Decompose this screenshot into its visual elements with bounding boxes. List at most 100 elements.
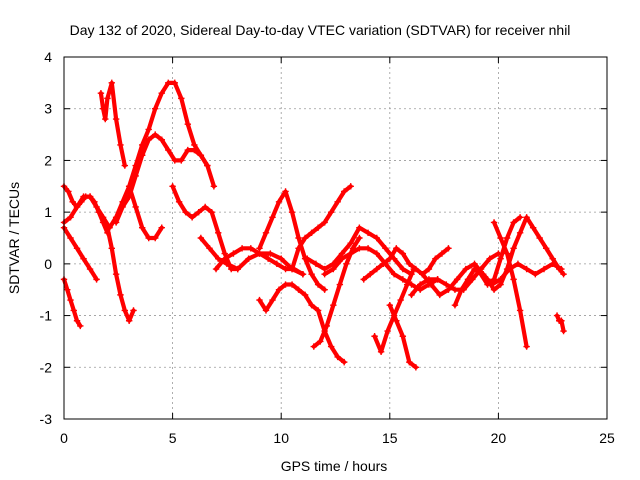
x-tick-label: 20 <box>491 430 507 446</box>
data-point <box>356 234 363 242</box>
data-point <box>204 162 211 169</box>
data-point <box>347 183 354 190</box>
data-point <box>112 271 120 278</box>
data-point <box>514 260 522 268</box>
data-point <box>497 255 504 262</box>
data-point <box>503 234 511 242</box>
data-point <box>138 152 146 159</box>
data-point <box>471 265 478 273</box>
plot-frame <box>63 56 608 420</box>
data-point <box>104 95 111 102</box>
data-point <box>195 208 202 216</box>
x-tick-label: 5 <box>169 430 177 446</box>
data-point <box>215 229 222 237</box>
data-point <box>93 276 100 283</box>
data-point <box>556 265 563 273</box>
data-point <box>399 265 407 273</box>
data-point <box>269 296 276 304</box>
data-point <box>503 265 511 273</box>
data-point <box>451 286 459 293</box>
series-track-8 <box>125 183 165 242</box>
data-point <box>117 291 124 299</box>
data-point <box>503 250 511 257</box>
data-point <box>91 198 98 205</box>
data-point <box>73 245 81 252</box>
data-point <box>490 219 498 226</box>
data-point <box>364 245 372 252</box>
data-point <box>125 183 133 190</box>
data-point <box>269 214 276 221</box>
data-point <box>210 183 218 190</box>
data-point <box>152 105 159 112</box>
axis-ticks <box>63 56 608 420</box>
data-point <box>382 245 389 252</box>
data-point <box>99 105 107 112</box>
series-track-12 <box>256 188 328 293</box>
data-point <box>178 157 185 164</box>
data-point <box>406 358 413 366</box>
data-point <box>523 343 530 350</box>
data-point <box>130 307 137 314</box>
data-point <box>125 317 133 324</box>
data-point <box>529 224 537 231</box>
data-point <box>443 281 450 288</box>
data-point <box>99 219 107 226</box>
data-point <box>434 276 441 283</box>
data-point <box>477 271 485 278</box>
data-point <box>560 271 567 278</box>
data-point <box>399 333 407 340</box>
data-point <box>299 271 307 278</box>
data-point <box>304 255 311 262</box>
series-line <box>114 132 216 225</box>
data-point <box>373 250 380 257</box>
data-point <box>67 214 74 221</box>
data-point <box>80 255 87 262</box>
data-point <box>510 245 517 252</box>
data-point <box>340 358 348 366</box>
data-point <box>419 271 426 278</box>
data-point <box>334 198 341 205</box>
data-point <box>321 271 328 278</box>
data-point <box>206 245 213 252</box>
data-point <box>267 250 274 257</box>
data-point <box>553 312 561 319</box>
data-point <box>310 343 317 350</box>
y-tick-label: -1 <box>40 308 53 324</box>
data-point <box>399 276 407 283</box>
data-point <box>69 198 76 205</box>
data-point <box>175 198 183 205</box>
data-point <box>178 95 185 102</box>
data-point <box>95 208 102 216</box>
data-point <box>256 296 263 304</box>
series-track-7 <box>112 131 218 226</box>
data-point <box>486 255 493 262</box>
data-point <box>373 234 380 242</box>
data-point <box>145 234 152 242</box>
data-point <box>380 260 387 268</box>
series-track-6 <box>104 224 137 324</box>
data-point <box>464 276 472 283</box>
data-point <box>532 271 539 278</box>
data-point <box>169 183 176 190</box>
data-point <box>197 152 205 159</box>
data-point <box>330 265 337 273</box>
data-point <box>516 214 524 221</box>
data-point <box>295 234 302 242</box>
data-point <box>132 203 139 211</box>
series-line <box>290 184 353 272</box>
data-point <box>301 234 309 242</box>
data-point <box>73 317 81 324</box>
series-track-14 <box>288 183 354 273</box>
data-point <box>201 203 209 211</box>
data-point <box>484 276 491 283</box>
data-point <box>197 234 205 242</box>
data-point <box>171 79 178 87</box>
x-tick-label: 25 <box>599 430 615 446</box>
data-point <box>182 208 189 216</box>
data-point <box>158 90 165 97</box>
data-point <box>314 224 322 231</box>
data-point <box>340 188 348 195</box>
data-point <box>119 203 126 211</box>
data-point <box>282 265 289 273</box>
